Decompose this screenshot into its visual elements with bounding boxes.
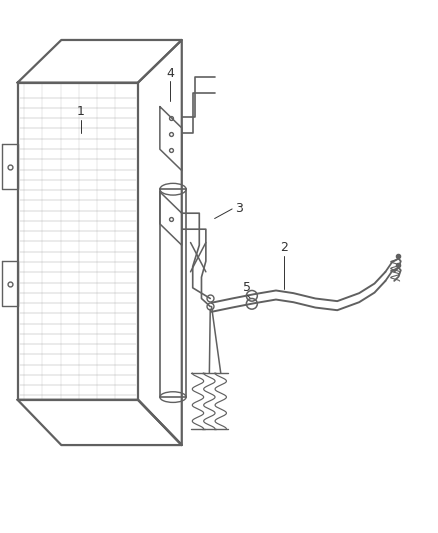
Text: 3: 3	[235, 203, 243, 215]
Text: 4: 4	[166, 67, 174, 80]
Text: 2: 2	[280, 241, 288, 254]
Text: 1: 1	[77, 106, 85, 118]
Text: 5: 5	[244, 281, 251, 294]
